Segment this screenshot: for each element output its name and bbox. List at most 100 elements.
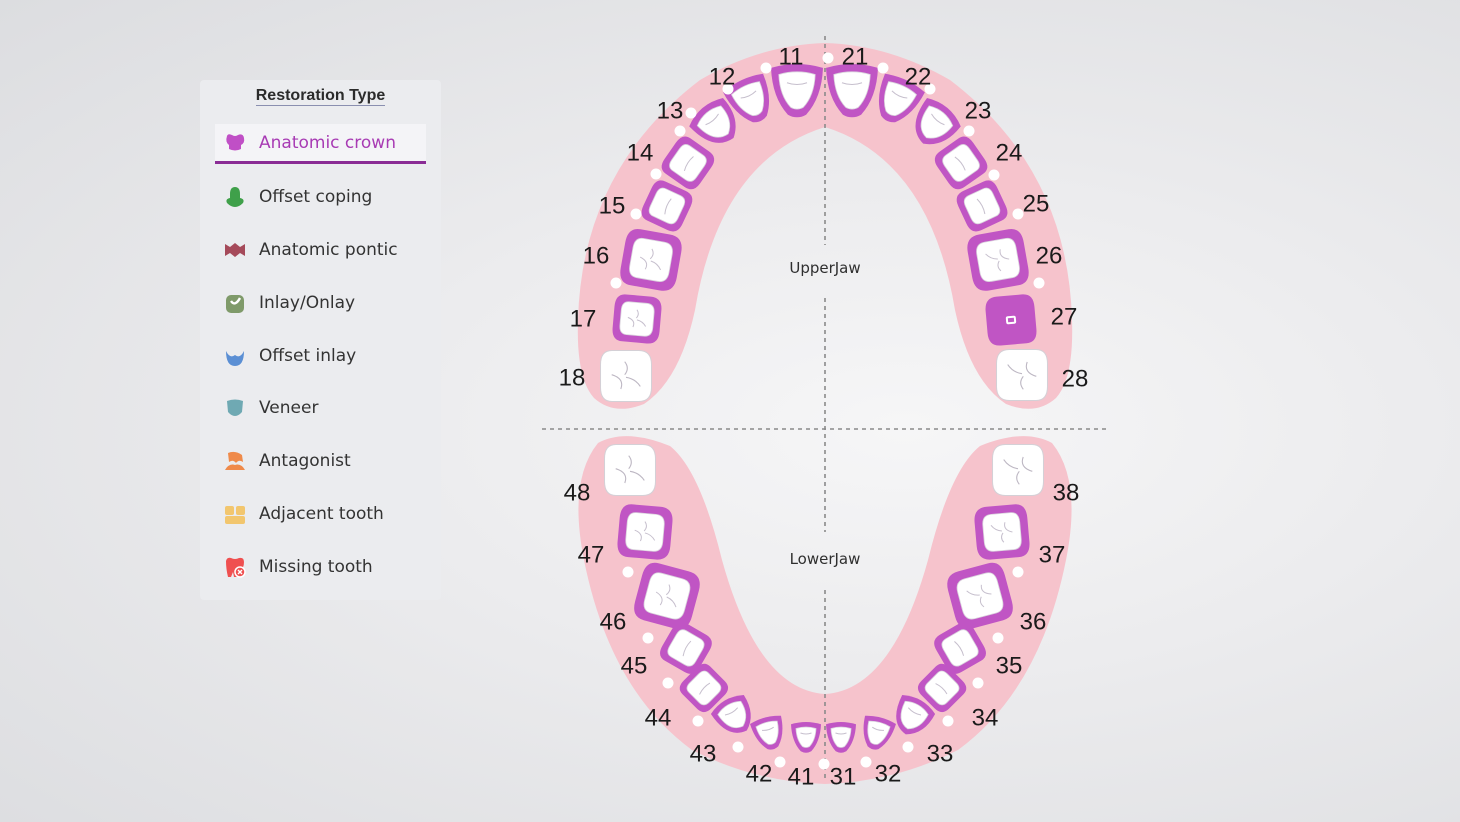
contact-point-dot[interactable] xyxy=(692,715,704,727)
contact-point-dot[interactable] xyxy=(732,741,744,753)
contact-point-dot[interactable] xyxy=(822,52,834,64)
restoration-item-anatomic-pontic[interactable]: Anatomic pontic xyxy=(215,230,426,270)
contact-point-dot[interactable] xyxy=(1012,566,1024,578)
contact-point-dot[interactable] xyxy=(610,277,622,289)
contact-point-dot[interactable] xyxy=(992,632,1004,644)
tooth-fissure xyxy=(664,198,672,215)
tooth-surface xyxy=(629,237,673,282)
tooth-22[interactable] xyxy=(867,71,926,130)
tooth-42[interactable] xyxy=(749,713,788,753)
tooth-surface xyxy=(643,572,691,620)
contact-point-dot[interactable] xyxy=(963,125,975,137)
contact-point-dot[interactable] xyxy=(760,62,772,74)
tooth-fissure xyxy=(966,584,992,608)
contact-point-dot[interactable] xyxy=(642,632,654,644)
tooth-24[interactable] xyxy=(931,133,991,193)
tooth-surface xyxy=(867,720,891,745)
tooth-surface xyxy=(833,71,871,110)
contact-point-dot[interactable] xyxy=(774,756,786,768)
tooth-23[interactable] xyxy=(903,94,964,155)
tooth-number-26: 26 xyxy=(1036,242,1063,269)
contact-point-dot[interactable] xyxy=(1012,208,1024,220)
tooth-14[interactable] xyxy=(658,133,718,193)
tooth-37[interactable] xyxy=(973,503,1030,560)
contact-point-dot[interactable] xyxy=(630,208,642,220)
tooth-32[interactable] xyxy=(857,713,896,753)
restoration-item-inlay-onlay[interactable]: Inlay/Onlay xyxy=(215,283,426,323)
tooth-18[interactable] xyxy=(600,350,652,402)
restoration-item-offset-coping[interactable]: Offset coping xyxy=(215,177,426,217)
tooth-12[interactable] xyxy=(722,71,781,130)
tooth-41[interactable] xyxy=(791,722,821,753)
tooth-21[interactable] xyxy=(826,64,878,118)
contact-point-dot[interactable] xyxy=(722,83,734,95)
tooth-28[interactable] xyxy=(996,349,1048,401)
tooth-47[interactable] xyxy=(616,503,673,560)
restoration-item-veneer[interactable]: Veneer xyxy=(215,388,426,428)
contact-point-dot[interactable] xyxy=(1033,277,1045,289)
contact-point-dot[interactable] xyxy=(662,677,674,689)
antagonist-icon xyxy=(224,450,246,472)
tooth-33[interactable] xyxy=(886,691,937,742)
tooth-fissure xyxy=(682,640,692,657)
tooth-38[interactable] xyxy=(992,444,1044,496)
tooth-45[interactable] xyxy=(657,619,716,678)
contact-point-dot[interactable] xyxy=(860,756,872,768)
tooth-number-45: 45 xyxy=(621,652,648,679)
tooth-25[interactable] xyxy=(953,177,1010,234)
tooth-fissure xyxy=(611,361,641,390)
tooth-46[interactable] xyxy=(631,560,703,632)
tooth-48[interactable] xyxy=(604,444,656,496)
tooth-44[interactable] xyxy=(676,660,731,715)
tooth-fissure xyxy=(835,732,847,735)
tooth-number-16: 16 xyxy=(583,242,610,269)
tooth-fissure xyxy=(907,707,922,716)
restoration-item-label: Anatomic crown xyxy=(259,132,396,153)
tooth-fissure xyxy=(872,726,885,731)
tooth-36[interactable] xyxy=(944,560,1016,632)
tooth-surface xyxy=(920,105,954,139)
tooth-surface xyxy=(883,81,917,116)
tooth-26[interactable] xyxy=(965,227,1031,293)
tooth-fissure xyxy=(1003,456,1033,485)
tooth-number-43: 43 xyxy=(690,740,717,767)
restoration-item-label: Inlay/Onlay xyxy=(259,293,356,313)
tooth-surface xyxy=(696,105,731,138)
tooth-16[interactable] xyxy=(618,227,684,293)
contact-point-dot[interactable] xyxy=(877,62,889,74)
adjacent-tooth-icon xyxy=(224,503,246,525)
tooth-11[interactable] xyxy=(771,64,823,118)
contact-point-dot[interactable] xyxy=(924,83,936,95)
tooth-fissure xyxy=(615,455,645,484)
contact-point-dot[interactable] xyxy=(972,677,984,689)
contact-point-dot[interactable] xyxy=(674,125,686,137)
contact-point-dot[interactable] xyxy=(902,741,914,753)
veneer-icon xyxy=(224,397,246,419)
tooth-27[interactable] xyxy=(984,293,1037,346)
contact-point-dot[interactable] xyxy=(685,107,697,119)
contact-point-dot[interactable] xyxy=(650,168,662,180)
tooth-31[interactable] xyxy=(826,722,856,753)
tooth-35[interactable] xyxy=(931,619,990,678)
restoration-item-offset-inlay[interactable]: Offset inlay xyxy=(215,336,426,376)
tooth-34[interactable] xyxy=(914,660,969,715)
tooth-fissure xyxy=(800,732,812,735)
contact-point-dot[interactable] xyxy=(988,169,1000,181)
tooth-43[interactable] xyxy=(709,691,760,742)
tooth-15[interactable] xyxy=(638,177,695,234)
tooth-number-33: 33 xyxy=(927,740,954,767)
restoration-item-anatomic-crown[interactable]: Anatomic crown xyxy=(215,124,426,164)
missing-tooth-icon xyxy=(224,556,246,578)
tooth-number-31: 31 xyxy=(830,763,857,790)
tooth-number-25: 25 xyxy=(1023,190,1050,217)
tooth-number-24: 24 xyxy=(996,139,1023,166)
restoration-item-antagonist[interactable]: Antagonist xyxy=(215,441,426,481)
contact-point-dot[interactable] xyxy=(942,715,954,727)
tooth-17[interactable] xyxy=(612,294,663,345)
restoration-item-adjacent-tooth[interactable]: Adjacent tooth xyxy=(215,494,426,534)
contact-point-dot[interactable] xyxy=(818,758,830,770)
tooth-13[interactable] xyxy=(686,94,747,155)
tooth-number-14: 14 xyxy=(627,139,654,166)
contact-point-dot[interactable] xyxy=(622,566,634,578)
restoration-item-missing-tooth[interactable]: Missing tooth xyxy=(215,547,426,587)
